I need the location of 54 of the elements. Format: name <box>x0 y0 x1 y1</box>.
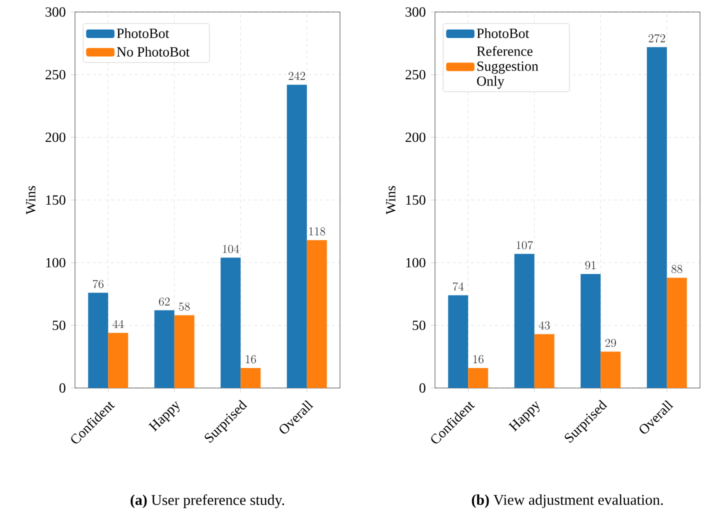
data-label: 62 <box>159 297 170 306</box>
y-tick-label: 300 <box>46 7 66 17</box>
data-label: 76 <box>92 280 104 288</box>
bar <box>514 254 534 388</box>
data-label: 104 <box>222 244 240 254</box>
data-label: 118 <box>309 227 326 236</box>
data-label: 16 <box>473 355 484 364</box>
data-label: 44 <box>112 320 124 328</box>
bar <box>534 334 554 388</box>
bar <box>154 310 174 388</box>
y-tick-label: 150 <box>406 195 426 205</box>
y-tick-label: 150 <box>46 195 66 205</box>
y-tick-label: 100 <box>46 258 66 268</box>
legend-label: No PhotoBot <box>116 46 190 57</box>
y-tick-label: 200 <box>406 132 426 142</box>
y-tick-label: 50 <box>52 320 66 330</box>
bar <box>88 292 108 388</box>
data-label: 107 <box>516 240 533 250</box>
data-label: 29 <box>605 338 616 348</box>
y-tick-label: 250 <box>406 70 426 80</box>
y-tick-label: 0 <box>419 383 426 393</box>
data-label: 16 <box>246 355 256 364</box>
bar <box>286 84 307 388</box>
data-label: 242 <box>288 72 306 80</box>
bar <box>174 315 194 388</box>
y-tick-label: 250 <box>46 70 66 80</box>
text: (a) User preference study. <box>130 494 284 508</box>
bar <box>580 274 601 388</box>
bar <box>108 332 128 388</box>
bar <box>220 258 241 388</box>
legend-label: PhotoBot <box>116 28 170 38</box>
bar <box>240 368 261 388</box>
data-label: 58 <box>179 302 190 311</box>
y-tick-label: 50 <box>412 320 426 330</box>
legend-label: Reference Suggestion Only <box>476 46 538 89</box>
data-label: 43 <box>538 321 550 330</box>
data-label: 272 <box>648 34 666 42</box>
bar <box>448 295 468 388</box>
text: (b) View adjustment evaluation. <box>472 494 663 508</box>
bar <box>468 368 488 388</box>
y-tick-label: 100 <box>406 258 426 268</box>
bar <box>646 47 667 388</box>
bar <box>600 352 621 388</box>
y-tick-label: 300 <box>406 7 426 17</box>
y-axis-title: Wins <box>26 186 36 214</box>
y-tick-label: 0 <box>59 383 66 393</box>
data-label: 91 <box>585 261 596 270</box>
bar <box>666 278 687 388</box>
bar <box>306 240 327 388</box>
y-tick-label: 200 <box>46 132 66 142</box>
legend-label: PhotoBot <box>476 28 530 38</box>
data-label: 88 <box>672 264 682 274</box>
data-label: 74 <box>452 282 464 291</box>
y-axis-title: Wins <box>386 186 396 214</box>
